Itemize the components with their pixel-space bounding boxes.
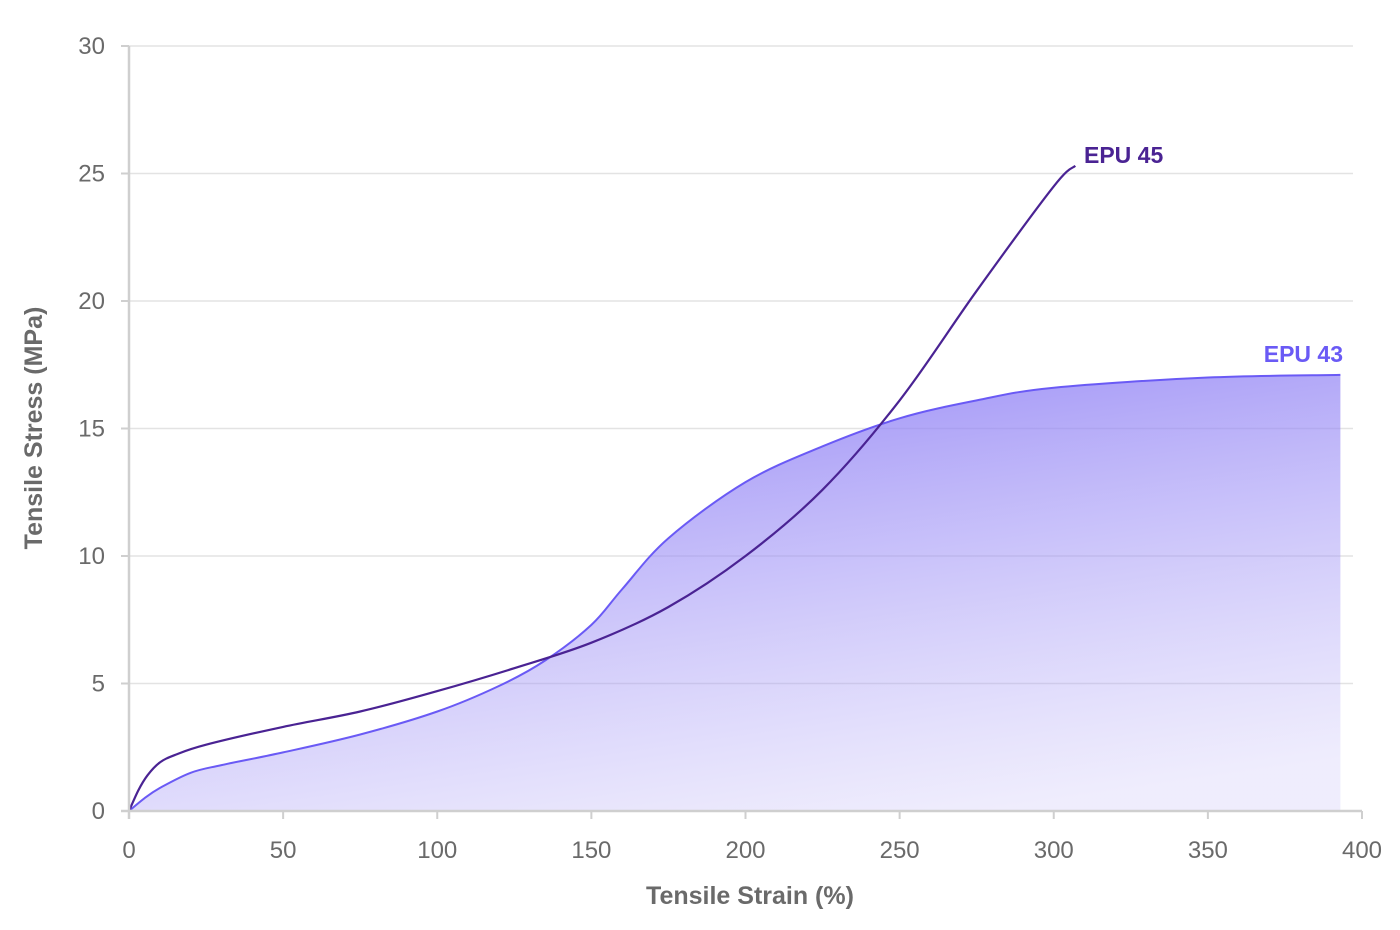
y-tick-label: 15	[78, 416, 105, 443]
line-epu-43	[128, 373, 1341, 812]
line-layer	[127, 164, 1077, 812]
series-label-epu43: EPU 43	[1264, 341, 1343, 367]
area-layer	[128, 373, 1341, 812]
y-tick-label: 30	[78, 33, 105, 60]
y-tick-label: 10	[78, 543, 105, 570]
x-tick-label: 200	[725, 837, 765, 864]
y-tick-label: 5	[92, 671, 105, 698]
series-label-epu45: EPU 45	[1084, 142, 1163, 168]
y-tick-label: 20	[78, 288, 105, 315]
x-tick-label: 350	[1188, 837, 1228, 864]
x-tick-label: 400	[1342, 837, 1382, 864]
labels: Tensile Strain (%) Tensile Stress (MPa) …	[20, 142, 1343, 910]
x-tick-label: 0	[122, 837, 135, 864]
x-tick-label: 250	[880, 837, 920, 864]
y-tick-label: 25	[78, 161, 105, 188]
area-epu-43	[129, 374, 1341, 811]
x-tick-label: 100	[417, 837, 457, 864]
x-tick-label: 150	[571, 837, 611, 864]
y-axis-title: Tensile Stress (MPa)	[20, 307, 48, 550]
y-tick-label: 0	[92, 798, 105, 825]
x-axis-title: Tensile Strain (%)	[646, 882, 854, 910]
line-epu-45	[127, 164, 1077, 812]
x-tick-label: 50	[270, 837, 297, 864]
x-tick-label: 300	[1034, 837, 1074, 864]
